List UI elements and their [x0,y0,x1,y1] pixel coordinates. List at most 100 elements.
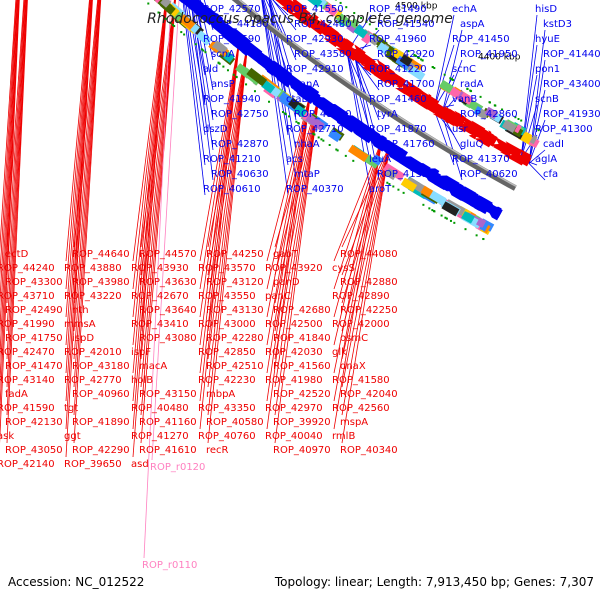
backbone [231,0,517,191]
gene-label: scnA [211,49,235,60]
tick-dot [320,138,323,141]
leader-line [140,0,176,360]
leader-line [266,90,312,374]
reverse-gene-arrow [338,42,359,62]
leader-line [207,41,249,388]
gene-label: scnB [535,94,559,105]
gene-label: ROP_42850 [198,347,256,358]
leader-line [65,0,90,262]
leader-line [333,139,383,346]
leader-line [441,29,463,115]
tick-dot [368,23,371,26]
leader-line [333,139,383,374]
outer-feature-band [347,144,369,162]
leader-line [0,0,17,280]
gene-label: ectD [5,249,29,260]
leader-line [73,0,101,416]
reverse-gene-arrow [362,59,373,71]
leader-line [132,0,168,458]
gene-label: glk [332,347,347,358]
inner-feature-band [399,54,413,67]
reverse-gene-arrow [363,59,381,76]
tick-dot [322,139,325,142]
outer-feature-band [400,177,418,192]
forward-gene-arrow [382,141,399,155]
reverse-gene-arrow [516,152,532,167]
tick-dot [431,209,434,212]
forward-gene-arrow [273,71,294,88]
gene-label: ggt [64,431,81,442]
gene-label: ROP_42970 [265,403,323,414]
leader-line [199,34,241,262]
tick-dot [173,25,176,28]
tick-dot [443,73,446,76]
inner-feature-band [501,119,517,134]
gene-label: gluQ [460,139,483,150]
tick-dot [420,58,423,61]
chart-title: Rhodococcus opacus B4, complete genome [147,11,453,27]
tick-dot [422,203,425,206]
tick-dot [217,61,220,64]
gene-label: nth [72,305,89,316]
reverse-gene-arrow [281,0,297,15]
gene-label: ROP_41350 [377,169,435,180]
reverse-gene-arrow [314,20,325,32]
leader-line [528,163,546,181]
gene-label: ROP_41560 [273,361,331,372]
gene-label: ROP_44180 [211,19,269,30]
gene-label: ROP_41220 [369,64,427,75]
leader-line [266,90,312,318]
gene-label: ROP_42770 [64,375,122,386]
inner-feature-band [376,42,390,55]
gene-label: ROP_44080 [340,249,398,260]
gene-label: ROP_42250 [340,305,398,316]
tick-dot [428,207,431,210]
gene-label: ROP_41590 [0,403,55,414]
tick-dot [433,67,436,70]
leader-line [274,96,320,444]
leader-line [199,34,241,318]
tick-dot [365,20,368,23]
tick-dot [253,90,256,93]
tick-dot [344,154,347,157]
gene-label: ROP_40580 [206,417,264,428]
gene-label: pon1 [535,64,560,75]
gene-label: ROP_43130 [206,305,264,316]
gene-label: cadI [543,139,564,150]
tick-dot [402,191,405,194]
gene-label: ROP_42470 [0,347,55,358]
leader-line [73,0,102,444]
gene-label: ROP_42670 [131,291,189,302]
gene-label: ROP_41540 [377,19,435,30]
leader-line [199,34,241,346]
gene-labels: ROP_42570ROP_41550ROP_41490echAhisDkshAR… [0,4,600,571]
outer-feature-band [328,129,342,143]
tick-dot [501,108,504,111]
gene-label: ROP_42750 [211,109,269,120]
reverse-gene-arrow [458,116,473,130]
gene-label: ROP_42500 [265,319,323,330]
gene-label: ROP_43920 [265,263,323,274]
gene-tracks [147,0,540,241]
gene-label: tyrA [377,109,398,120]
reverse-gene-arrow [475,131,494,148]
forward-gene-arrow [191,4,209,20]
gene-label: ROP_42560 [332,403,390,414]
tick-dot [328,144,331,147]
reverse-gene-arrow [349,44,366,60]
tick-label: 4400 kbp [478,52,521,62]
tick-labels: 5000 kbp4900 kbp4800 kbp4700 kbp4600 kbp… [395,1,521,62]
leader-line [65,0,93,402]
gene-label: ROP_41160 [139,417,197,428]
gene-label: hisD [535,4,557,15]
gene-label: ROP_42290 [72,445,130,456]
inner-feature-band [334,9,343,19]
inner-feature-band [514,124,522,134]
leader-line [0,0,20,444]
outer-feature-band [384,168,398,181]
gene-label: ROP_41210 [203,154,261,165]
leader-line [274,95,320,276]
gene-label: ROP_43710 [0,291,55,302]
gene-label: mmsA [64,319,96,330]
outer-feature-band [420,185,434,198]
